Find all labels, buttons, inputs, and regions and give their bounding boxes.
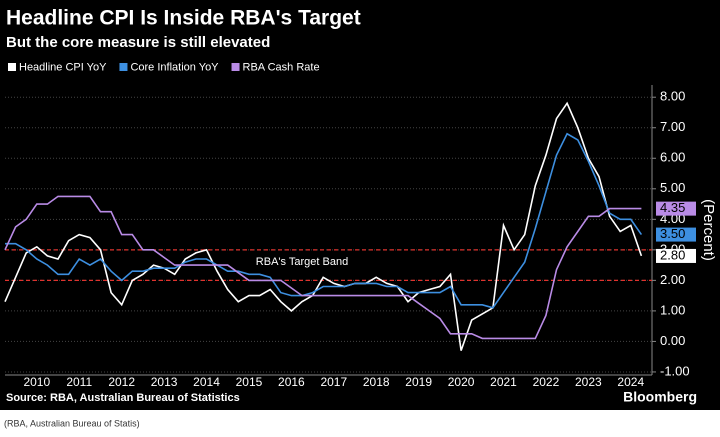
series-line xyxy=(4,195,642,340)
legend-label: Core Inflation YoY xyxy=(130,61,219,73)
y-tick-label: 2.00 xyxy=(660,272,685,287)
brand: Bloomberg xyxy=(623,389,697,405)
x-tick-label: 2010 xyxy=(23,375,50,389)
value-label-box xyxy=(656,201,696,216)
y-tick-label: 8.00 xyxy=(660,89,685,104)
source: Source: RBA, Australian Bureau of Statis… xyxy=(6,392,240,404)
y-tick-label: 5.00 xyxy=(660,180,685,195)
x-tick-label: 2020 xyxy=(448,375,475,389)
legend-swatch xyxy=(119,63,128,71)
legend-label: RBA Cash Rate xyxy=(243,61,320,73)
x-tick-label: 2022 xyxy=(533,375,560,389)
chart-background xyxy=(0,0,720,410)
chart-subtitle: But the core measure is still elevated xyxy=(6,34,270,51)
value-label: 2.80 xyxy=(660,247,685,262)
series-line xyxy=(4,101,643,351)
y-tick-label: 6.00 xyxy=(660,150,685,165)
annotation: RBA's Target Band xyxy=(256,256,348,268)
x-tick-label: 2024 xyxy=(617,375,644,389)
x-tick-label: 2021 xyxy=(490,375,517,389)
y-axis-title: (Percent) xyxy=(700,199,717,261)
y-tick-label: 0.00 xyxy=(660,333,685,348)
value-label: 3.50 xyxy=(660,226,685,241)
value-label: 4.35 xyxy=(660,200,685,215)
x-tick-label: 2019 xyxy=(405,375,432,389)
x-tick-label: 2015 xyxy=(236,375,263,389)
legend-swatch xyxy=(231,63,240,71)
value-label-box xyxy=(656,227,696,242)
x-tick-label: 2018 xyxy=(363,375,390,389)
y-tick-label: 7.00 xyxy=(660,119,685,134)
x-tick-label: 2023 xyxy=(575,375,602,389)
value-label-box xyxy=(656,248,696,263)
x-tick-label: 2012 xyxy=(108,375,135,389)
y-tick-label: -1.00 xyxy=(660,363,690,378)
caption: (RBA, Australian Bureau of Statis) xyxy=(4,418,140,428)
x-tick-label: 2013 xyxy=(151,375,178,389)
legend-label: Headline CPI YoY xyxy=(19,61,107,73)
series-line xyxy=(5,132,643,309)
x-tick-label: 2014 xyxy=(193,375,220,389)
y-tick-label: 1.00 xyxy=(660,302,685,317)
x-tick-label: 2011 xyxy=(66,375,92,389)
x-tick-label: 2016 xyxy=(278,375,305,389)
chart-title: Headline CPI Is Inside RBA's Target xyxy=(6,7,361,30)
legend-swatch xyxy=(8,63,16,71)
x-tick-label: 2017 xyxy=(320,375,347,389)
